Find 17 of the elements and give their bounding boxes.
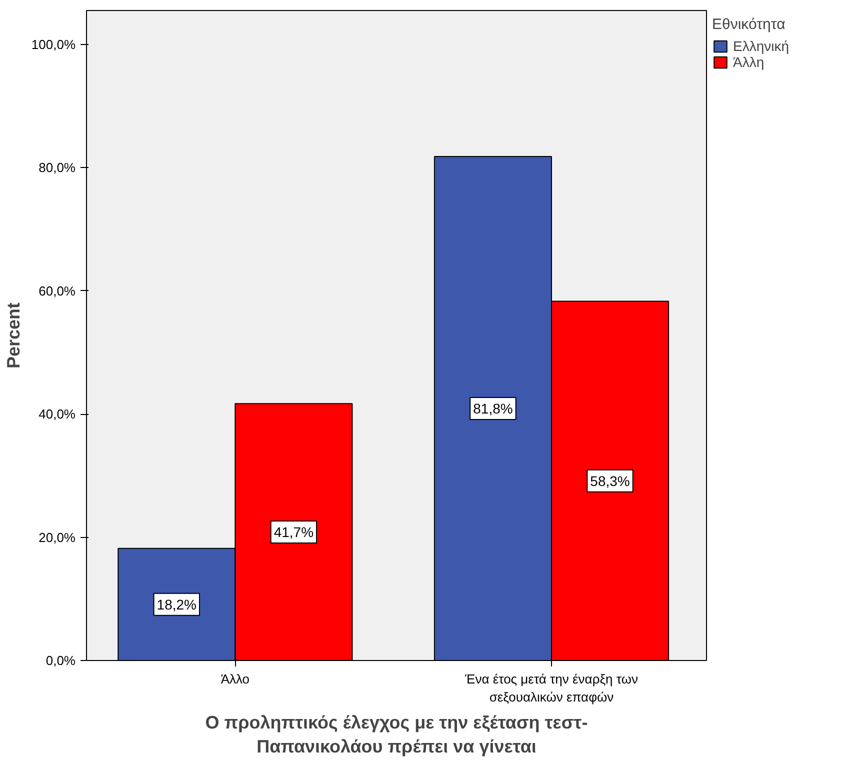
y-tick-label: 20,0% [38, 530, 76, 545]
data-label: 18,2% [156, 596, 197, 612]
x-tick-label: Άλλο [220, 672, 250, 686]
x-axis-title: Ο προληπτικός έλεγχος με την εξέταση τεστ-Παπανικολάου πρέπει να γίνεται [205, 712, 588, 756]
y-axis-title: Percent [3, 302, 24, 369]
y-tick-label: 0,0% [46, 653, 76, 668]
legend-label: Άλλη [733, 54, 764, 70]
y-tick-label: 100,0% [31, 36, 76, 52]
data-label: 41,7% [274, 524, 314, 540]
y-tick-label: 60,0% [38, 283, 76, 298]
y-tick-label: 80,0% [38, 160, 76, 176]
x-tick-label: Ένα έτος μετά την έναρξη των σεξουαλικών επαφών [464, 672, 638, 704]
legend-label: Ελληνική [733, 38, 790, 54]
y-tick-label: 40,0% [38, 406, 76, 422]
legend-title: Εθνικότητα [712, 16, 786, 33]
data-label: 81,8% [473, 400, 513, 417]
data-label: 58,3% [590, 472, 630, 489]
